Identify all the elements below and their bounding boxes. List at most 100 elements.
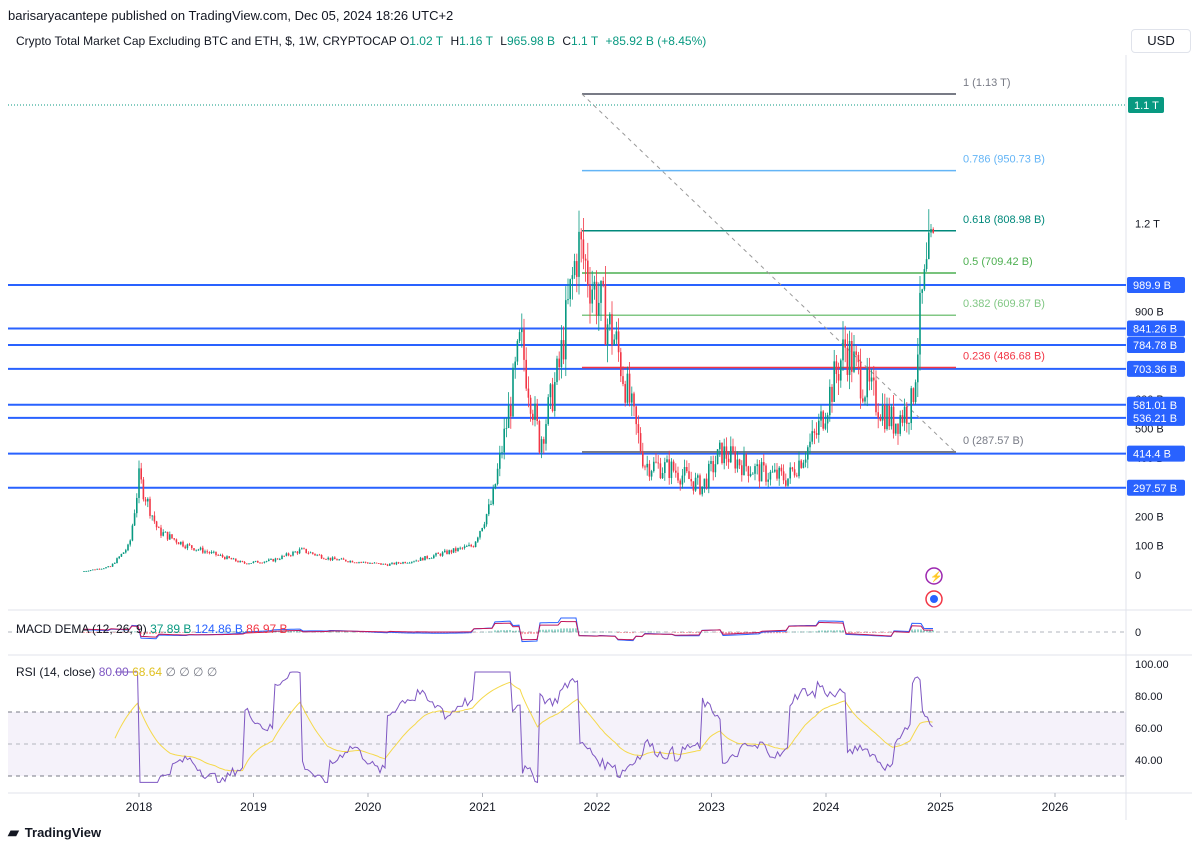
macd-value-3: 86.97 B — [246, 622, 288, 636]
candle-body — [778, 467, 780, 479]
candle-body — [294, 551, 296, 553]
macd-histogram-bar — [218, 631, 220, 633]
candle-body — [606, 324, 609, 345]
candle-body — [208, 552, 211, 554]
change-value: +85.92 B (+8.45%) — [605, 34, 707, 48]
macd-histogram-bar — [182, 632, 184, 633]
candle-body — [140, 468, 142, 480]
macd-histogram-bar — [875, 632, 877, 633]
candle-body — [747, 466, 750, 477]
macd-histogram-bar — [869, 632, 871, 633]
candle-body — [474, 541, 477, 548]
macd-histogram-bar — [830, 630, 832, 633]
candle-body — [578, 231, 580, 277]
candle-body — [133, 513, 136, 526]
macd-histogram-bar — [296, 630, 298, 633]
macd-histogram-bar — [698, 632, 700, 634]
candle-body — [153, 515, 156, 522]
candle-body — [912, 388, 915, 403]
candle-body — [386, 564, 389, 566]
macd-histogram-bar — [92, 632, 94, 633]
macd-histogram-bar — [536, 632, 538, 634]
macd-histogram-bar — [497, 630, 499, 633]
candle-body — [472, 546, 475, 548]
macd-histogram-bar — [551, 629, 553, 633]
candle-body — [160, 527, 162, 536]
candle-body — [206, 551, 208, 553]
macd-histogram-bar — [266, 630, 268, 633]
macd-histogram-bar — [338, 631, 340, 633]
macd-histogram-bar — [560, 628, 562, 633]
candle-body — [932, 229, 934, 233]
macd-histogram-bar — [815, 631, 817, 633]
candle-body — [283, 555, 285, 557]
candle-body — [666, 459, 668, 463]
candle-body — [378, 563, 380, 564]
rsi-na-values: ∅ ∅ ∅ ∅ — [165, 665, 218, 679]
macd-histogram-bar — [233, 631, 235, 633]
candle-body — [848, 341, 851, 375]
lightning-event-icon[interactable] — [925, 567, 943, 585]
candle-body — [149, 498, 151, 516]
macd-histogram-bar — [506, 630, 508, 633]
candle-body — [633, 393, 635, 407]
macd-histogram-bar — [602, 631, 604, 633]
candle-body — [92, 569, 94, 571]
candle-body — [151, 515, 153, 517]
macd-histogram-bar — [824, 630, 826, 633]
high-label: H — [450, 34, 460, 48]
currency-button[interactable]: USD — [1131, 29, 1191, 53]
candle-body — [85, 570, 87, 572]
rsi-ma-line — [114, 681, 933, 772]
candle-body — [646, 463, 648, 468]
macd-histogram-bar — [104, 632, 106, 633]
candle-body — [94, 569, 96, 571]
macd-histogram-bar — [827, 630, 829, 633]
last-price-tag-text: 1.1 T — [1134, 100, 1159, 112]
candle-body — [455, 548, 457, 552]
symbol-title[interactable]: Crypto Total Market Cap Excluding BTC an… — [16, 34, 397, 48]
rsi-title[interactable]: RSI (14, close) — [16, 665, 96, 679]
macd-histogram-bar — [860, 632, 862, 633]
macd-histogram-bar — [512, 630, 514, 633]
candle-body — [782, 471, 785, 481]
macd-histogram-bar — [926, 630, 928, 633]
candle-body — [452, 548, 455, 553]
candle-body — [382, 563, 384, 565]
macd-histogram-bar — [674, 632, 676, 633]
macd-histogram-bar — [800, 631, 802, 633]
macd-histogram-bar — [137, 631, 139, 633]
open-value: 1.02 T — [409, 34, 444, 48]
rsi-axis-tick: 80.00 — [1135, 691, 1163, 703]
candle-body — [298, 549, 301, 554]
candle-body — [855, 351, 857, 355]
candle-body — [532, 413, 534, 420]
macd-title[interactable]: MACD DEMA (12, 26, 9) — [16, 622, 147, 636]
candle-body — [224, 556, 226, 560]
macd-histogram-bar — [806, 631, 808, 633]
macd-histogram-bar — [518, 630, 520, 633]
candle-body — [789, 467, 791, 479]
price-axis-tick: 1.2 T — [1135, 218, 1160, 230]
macd-histogram-bar — [179, 632, 181, 633]
candle-body — [543, 439, 545, 444]
candle-body — [930, 229, 932, 233]
candle-body — [496, 468, 499, 485]
macd-value-1: 37.89 B — [150, 622, 192, 636]
candle-body — [461, 547, 464, 549]
candle-body — [329, 557, 332, 561]
tradingview-brand[interactable]: ▰ TradingView — [8, 824, 101, 841]
candle-body — [483, 524, 486, 529]
macd-histogram-bar — [515, 630, 517, 633]
candle-body — [538, 421, 541, 453]
candle-body — [659, 463, 662, 479]
macd-histogram-bar — [362, 632, 364, 633]
macd-histogram-bar — [728, 632, 730, 634]
macd-histogram-bar — [155, 632, 157, 634]
macd-histogram-bar — [545, 629, 547, 633]
fib-level-label: 0.236 (486.68 B) — [963, 351, 1045, 363]
candle-body — [158, 527, 160, 529]
macd-histogram-bar — [158, 632, 160, 634]
candle-body — [769, 471, 772, 480]
